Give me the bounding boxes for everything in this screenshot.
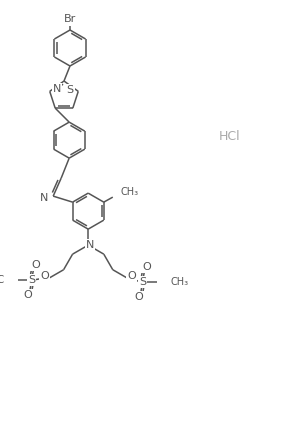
Text: N: N: [86, 240, 94, 250]
Text: O: O: [23, 290, 32, 300]
Text: S: S: [67, 85, 74, 95]
Text: O: O: [142, 262, 151, 272]
Text: O: O: [127, 271, 136, 281]
Text: S: S: [139, 277, 146, 287]
Text: O: O: [31, 260, 40, 270]
Text: S: S: [28, 275, 35, 285]
Text: HCl: HCl: [219, 129, 241, 143]
Text: Br: Br: [64, 14, 76, 24]
Text: N: N: [53, 84, 61, 95]
Text: CH₃: CH₃: [171, 277, 189, 287]
Text: N: N: [40, 193, 48, 203]
Text: O: O: [40, 271, 49, 281]
Text: CH₃: CH₃: [121, 187, 139, 197]
Text: H₃C: H₃C: [0, 275, 4, 285]
Text: O: O: [134, 292, 143, 302]
